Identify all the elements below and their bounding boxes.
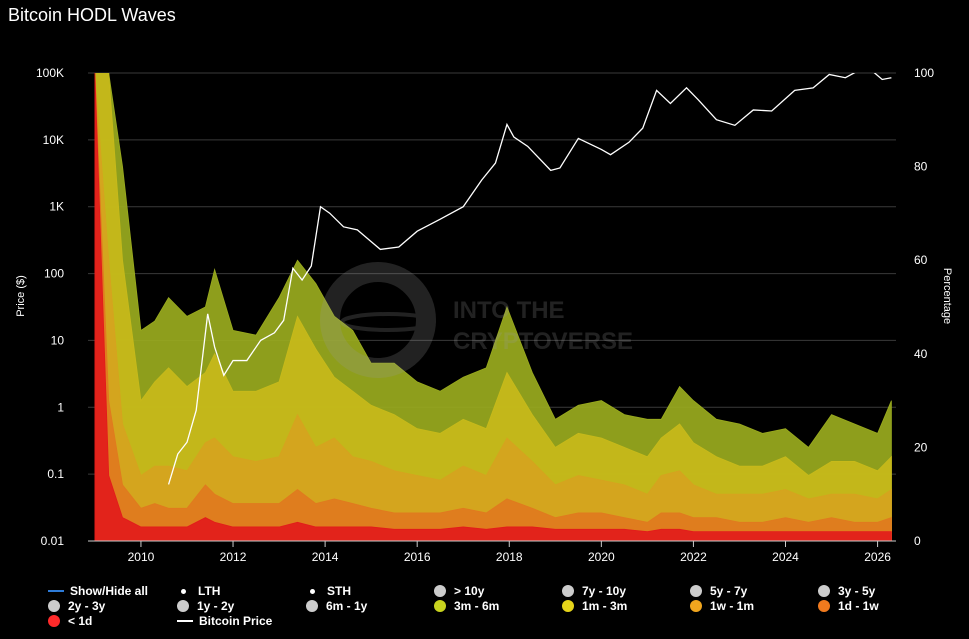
legend-small-dot-icon xyxy=(181,588,186,594)
legend-item-label: 2y - 3y xyxy=(68,599,106,613)
series-area xyxy=(94,73,892,541)
legend-dot-icon xyxy=(562,585,574,597)
legend-dot-icon xyxy=(690,600,702,612)
legend-dot-icon xyxy=(562,600,574,612)
legend-item[interactable]: 3m - 6m xyxy=(434,599,499,613)
x-tick-label: 2018 xyxy=(496,550,523,564)
y-left-tick-label: 100 xyxy=(44,267,64,281)
legend-item-label: LTH xyxy=(198,584,221,598)
x-tick-label: 2026 xyxy=(864,550,891,564)
y-axis-right-title: Percentage xyxy=(941,268,953,324)
legend-item-label: 5y - 7y xyxy=(710,584,748,598)
legend-item[interactable]: LTH xyxy=(177,584,220,598)
y-right-tick-label: 80 xyxy=(914,160,928,174)
y-right-tick-label: 0 xyxy=(914,534,921,548)
legend-dot-icon xyxy=(818,585,830,597)
legend-item[interactable]: 2y - 3y xyxy=(48,599,105,613)
x-tick-label: 2012 xyxy=(220,550,247,564)
legend-item-label: < 1d xyxy=(68,614,93,628)
y-right-tick-label: 40 xyxy=(914,347,928,361)
legend-small-dot-icon xyxy=(310,588,315,594)
y-left-tick-label: 0.1 xyxy=(47,467,64,481)
watermark: INTO THE CRYPTOVERSE xyxy=(320,262,633,378)
y-right-tick-label: 100 xyxy=(914,66,934,80)
legend-dot-icon xyxy=(48,615,60,627)
x-tick-label: 2020 xyxy=(588,550,615,564)
legend-item-label: 3y - 5y xyxy=(838,584,876,598)
legend-dot-icon xyxy=(818,600,830,612)
show-hide-line-icon xyxy=(48,590,64,592)
legend-item[interactable]: 1y - 2y xyxy=(177,599,234,613)
legend-item-label: 1y - 2y xyxy=(197,599,235,613)
y-right-tick-label: 60 xyxy=(914,253,928,267)
y-left-tick-label: 10 xyxy=(51,333,65,347)
x-tick-label: 2010 xyxy=(128,550,155,564)
x-tick-label: 2024 xyxy=(772,550,799,564)
legend-item[interactable]: 6m - 1y xyxy=(306,599,367,613)
legend-item[interactable]: < 1d xyxy=(48,614,92,628)
legend-item[interactable]: Bitcoin Price xyxy=(177,614,272,628)
wave-areas xyxy=(94,73,892,541)
legend-item-label: 1d - 1w xyxy=(838,599,879,613)
hodl-waves-chart: INTO THE CRYPTOVERSE 2010 2012 2014 2016 201… xyxy=(15,66,953,564)
legend-show-hide-label: Show/Hide all xyxy=(70,584,149,598)
watermark-line2: CRYPTOVERSE xyxy=(453,328,633,355)
legend: Show/Hide all LTH STH > 10y 7y - 10y 5y - 7y… xyxy=(0,580,969,639)
legend-dot-icon xyxy=(690,585,702,597)
legend-item-label: 6m - 1y xyxy=(326,599,368,613)
legend-dot-icon xyxy=(306,600,318,612)
y-left-tick-label: 1K xyxy=(49,200,64,214)
legend-item-label: Bitcoin Price xyxy=(199,614,273,628)
legend-show-hide-all[interactable]: Show/Hide all xyxy=(48,584,148,598)
x-tick-label: 2014 xyxy=(312,550,339,564)
legend-item-label: 3m - 6m xyxy=(454,599,500,613)
x-tick-label: 2016 xyxy=(404,550,431,564)
legend-item[interactable]: 1m - 3m xyxy=(562,599,627,613)
legend-item-label: 1m - 3m xyxy=(582,599,628,613)
legend-item[interactable]: 1d - 1w xyxy=(818,599,879,613)
legend-item[interactable]: STH xyxy=(306,584,351,598)
chart-title: Bitcoin HODL Waves xyxy=(8,5,176,25)
legend-item[interactable]: 7y - 10y xyxy=(562,584,626,598)
watermark-ring xyxy=(340,312,436,332)
legend-dot-icon xyxy=(434,600,446,612)
x-axis: 2010 2012 2014 2016 2018 2020 2022 2024 2026 xyxy=(128,541,891,564)
legend-dot-icon xyxy=(48,600,60,612)
legend-line-icon xyxy=(177,620,193,622)
legend-item[interactable]: > 10y xyxy=(434,584,484,598)
price-series xyxy=(167,73,892,485)
price-line xyxy=(167,73,892,485)
y-axis-left-title: Price ($) xyxy=(15,275,27,317)
x-tick-label: 2022 xyxy=(680,550,707,564)
legend-dot-icon xyxy=(434,585,446,597)
y-axis-left: 0.01 0.1 1 10 100 1K 10K 100K xyxy=(36,66,64,548)
y-left-tick-label: 100K xyxy=(36,66,64,80)
legend-item[interactable]: 5y - 7y xyxy=(690,584,747,598)
y-left-tick-label: 10K xyxy=(43,133,64,147)
y-left-tick-label: 1 xyxy=(57,400,64,414)
watermark-logo xyxy=(320,262,436,378)
legend-item[interactable]: 1w - 1m xyxy=(690,599,754,613)
legend-item-label: 7y - 10y xyxy=(582,584,627,598)
legend-item-label: 1w - 1m xyxy=(710,599,755,613)
y-axis-right: 0 20 40 60 80 100 xyxy=(914,66,934,548)
series-area xyxy=(94,73,892,541)
y-right-tick-label: 20 xyxy=(914,440,928,454)
watermark-line1: INTO THE xyxy=(453,297,565,324)
legend-dot-icon xyxy=(177,600,189,612)
legend-item[interactable]: 3y - 5y xyxy=(818,584,875,598)
legend-item-label: > 10y xyxy=(454,584,485,598)
legend-item-label: STH xyxy=(327,584,351,598)
series-area xyxy=(94,73,892,541)
y-left-tick-label: 0.01 xyxy=(41,534,65,548)
